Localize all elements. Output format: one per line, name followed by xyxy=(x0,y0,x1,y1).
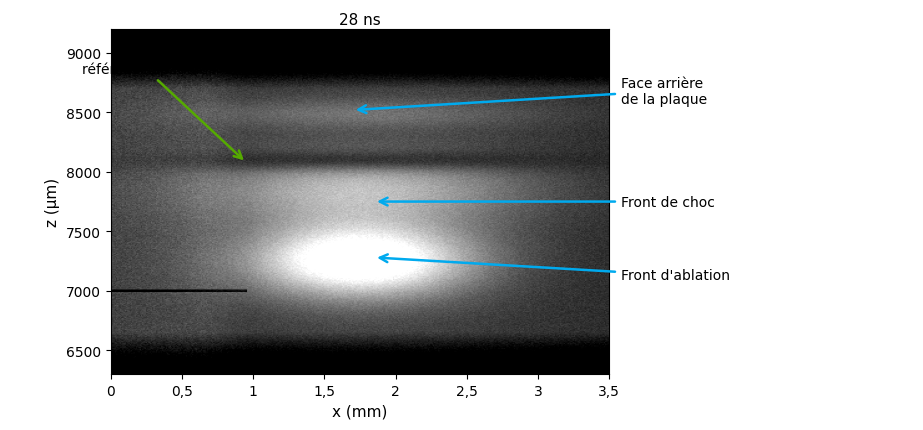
Title: 28 ns: 28 ns xyxy=(339,12,381,28)
Text: référence spatiale: référence spatiale xyxy=(82,62,242,159)
Text: Front de choc: Front de choc xyxy=(379,195,714,209)
X-axis label: x (mm): x (mm) xyxy=(332,403,388,418)
Text: Front d'ablation: Front d'ablation xyxy=(379,255,729,283)
Text: Face arrière
de la plaque: Face arrière de la plaque xyxy=(358,77,707,114)
Y-axis label: z (µm): z (µm) xyxy=(45,178,60,227)
